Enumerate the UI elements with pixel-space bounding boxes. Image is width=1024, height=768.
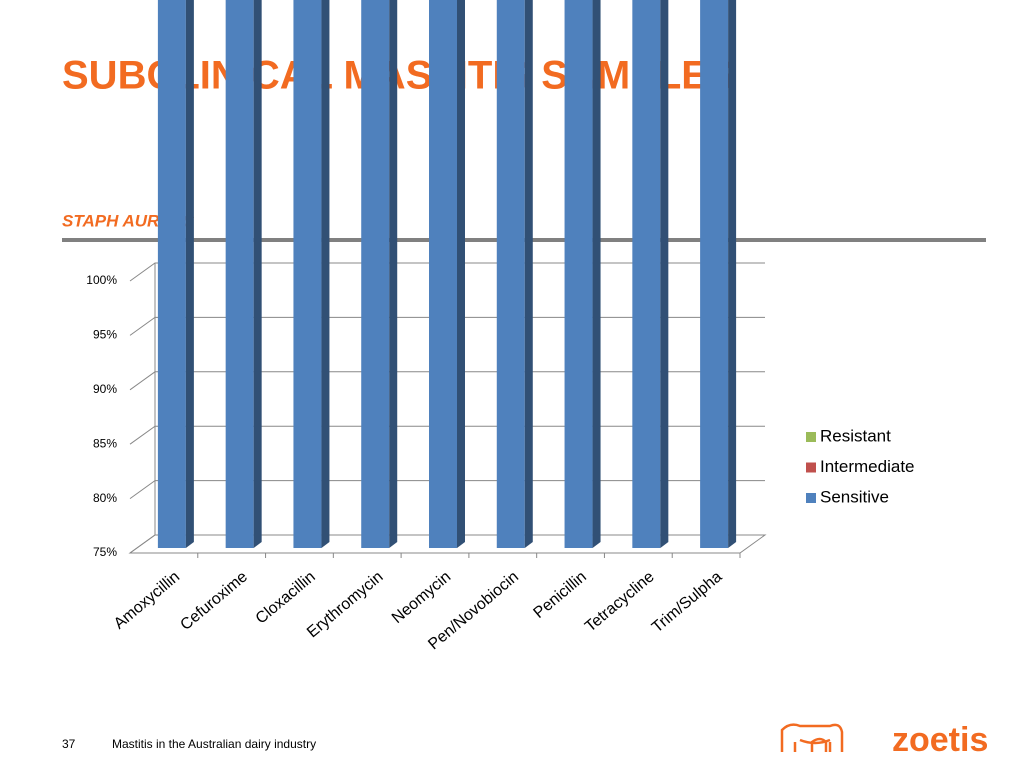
y-tick-label: 95% — [93, 328, 117, 342]
bar-side — [660, 0, 669, 548]
grid-line — [129, 425, 765, 445]
bar-segment — [293, 0, 322, 548]
bar-side — [321, 0, 330, 548]
chart: 75% 80% 85% 90% 95% 100% AmoxycillinCefuroxime… — [86, 0, 915, 653]
bar-segment — [564, 0, 593, 548]
grid-line — [129, 316, 765, 336]
bar-segment — [496, 0, 525, 548]
bar-segment — [157, 0, 186, 548]
legend-label: Sensitive — [820, 487, 889, 506]
bar-segment — [632, 0, 661, 548]
x-tick-label: Cefuroxime — [177, 568, 251, 634]
x-tick-label: Amoxycillin — [111, 568, 183, 632]
y-tick-label: 90% — [93, 382, 117, 396]
bar-side — [389, 0, 398, 548]
y-tick-label: 80% — [93, 491, 117, 505]
legend-swatch — [806, 493, 816, 503]
legend-swatch — [806, 462, 816, 473]
x-tick-label: Trim/Sulpha — [649, 568, 726, 636]
y-tick-label: 85% — [93, 436, 117, 450]
bar-side — [524, 0, 533, 548]
y-tick-label: 75% — [93, 545, 117, 559]
y-tick-label: 100% — [86, 273, 117, 287]
grid-line — [129, 534, 765, 554]
legend-label: Intermediate — [820, 457, 915, 476]
legend-swatch — [806, 432, 816, 442]
bar-segment — [700, 0, 729, 548]
bar-segment — [225, 0, 254, 548]
footer-text: Mastitis in the Australian dairy industr… — [112, 737, 316, 751]
bar-side — [185, 0, 194, 548]
page-number: 37 — [62, 737, 76, 751]
bar-side — [592, 0, 601, 548]
x-tick-label: Penicillin — [531, 568, 590, 622]
logo-text: zoetis — [892, 721, 988, 759]
grid-line — [129, 371, 765, 391]
cow-icon — [780, 723, 844, 752]
legend-label: Resistant — [820, 426, 891, 445]
bar-side — [728, 0, 737, 548]
bar-segment — [429, 0, 457, 548]
x-tick-label: Tetracycline — [582, 568, 658, 635]
bar-side — [253, 0, 262, 548]
x-tick-label: Neomycin — [389, 568, 454, 627]
bar-segment — [361, 0, 390, 548]
grid-line — [129, 262, 765, 282]
grid-line — [129, 480, 765, 500]
bar-side — [457, 0, 465, 548]
x-tick-label: Cloxacillin — [253, 568, 319, 627]
